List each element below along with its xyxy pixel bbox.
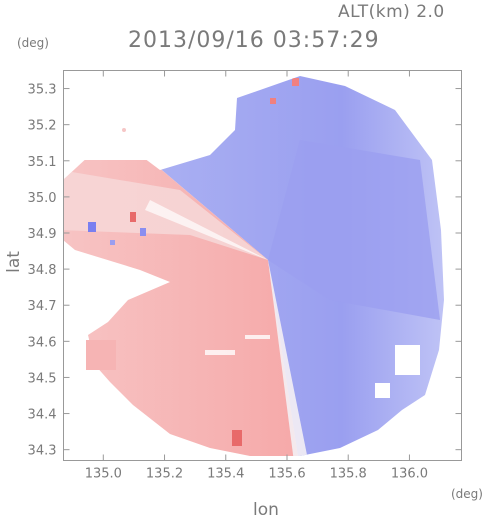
x-axis-label: lon — [253, 500, 279, 520]
radar-echo — [63, 76, 444, 456]
echo-blob — [86, 340, 116, 370]
y-tick-label: 34.4 — [28, 408, 57, 423]
y-unit-label: (deg) — [17, 36, 49, 50]
timestamp-title: 2013/09/16 03:57:29 — [128, 28, 380, 53]
x-tick-label: 135.2 — [146, 467, 183, 482]
y-tick-label: 35.0 — [28, 191, 57, 206]
y-tick-label: 34.8 — [28, 263, 57, 278]
y-tick-label: 34.9 — [28, 227, 57, 242]
x-tick-label: 135.6 — [268, 467, 305, 482]
x-tick-label: 135.4 — [207, 467, 244, 482]
y-tick-label: 35.2 — [28, 119, 57, 134]
x-tick-label: 135.8 — [330, 467, 367, 482]
x-tick-label: 136.0 — [391, 467, 428, 482]
axis-ticks: 135.0 135.2 135.4 135.6 135.8 136.0 35.3 35.2 35… — [28, 70, 462, 482]
y-tick-label: 35.3 — [28, 83, 57, 98]
y-tick-label: 34.7 — [28, 299, 57, 314]
y-tick-label: 34.5 — [28, 371, 57, 386]
altitude-label: ALT(km) 2.0 — [338, 2, 445, 22]
y-tick-label: 34.3 — [28, 444, 57, 459]
plot-frame — [63, 70, 462, 461]
y-tick-label: 34.6 — [28, 335, 57, 350]
y-tick-label: 35.1 — [28, 155, 57, 170]
x-unit-label: (deg) — [451, 487, 483, 501]
x-tick-label: 135.0 — [85, 467, 122, 482]
